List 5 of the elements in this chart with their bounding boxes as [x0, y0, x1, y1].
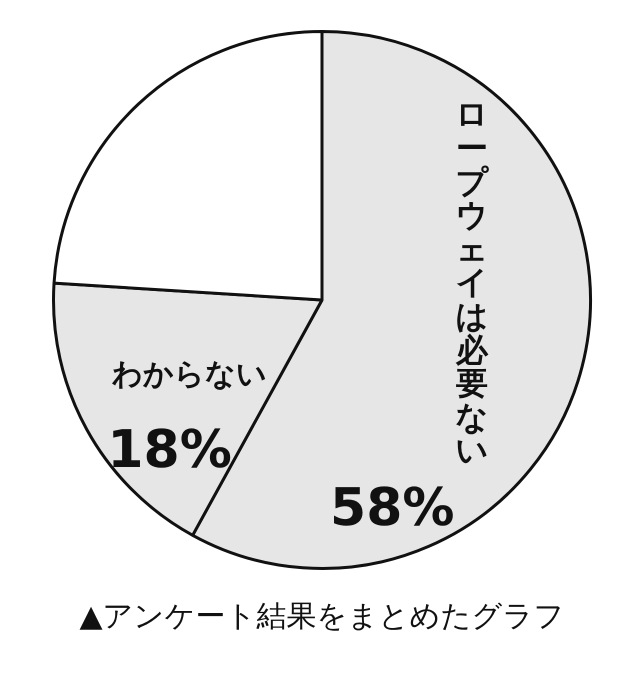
data-label: 58% — [330, 478, 454, 538]
slice-label: わからない — [112, 357, 267, 392]
text: ▲アンケート結果をまとめたグラフ — [78, 598, 566, 636]
data-label: 18% — [107, 420, 232, 480]
category-label: ロープウェイは必要ない — [455, 95, 488, 470]
